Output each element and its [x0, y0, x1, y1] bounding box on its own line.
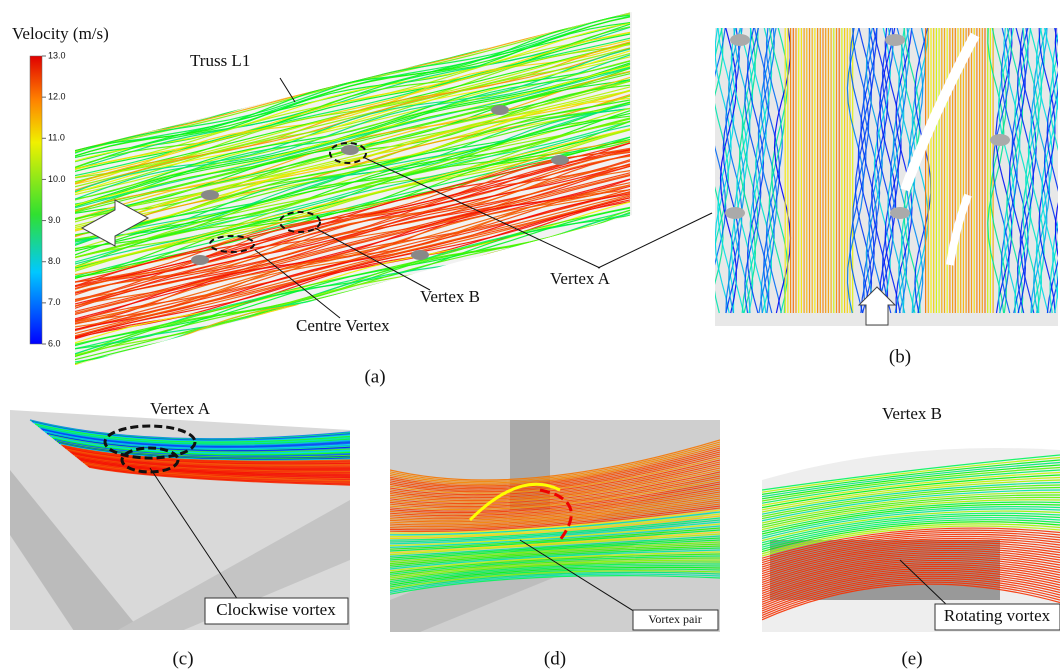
- truss-member: [111, 125, 129, 135]
- annotation: Centre Vertex: [296, 316, 390, 335]
- annotation: Clockwise vortex: [216, 600, 336, 619]
- truss-member: [885, 34, 905, 46]
- panel-b-image: [707, 28, 1060, 326]
- truss-member: [271, 85, 289, 95]
- panel-title: Vertex B: [882, 404, 942, 423]
- colorbar-tick-label: 9.0: [48, 215, 61, 225]
- panel-d-image: [390, 420, 720, 632]
- truss-member: [191, 255, 209, 265]
- truss-member: [730, 34, 750, 46]
- panel-label: (b): [889, 346, 911, 367]
- figure: Velocity (m/s) Truss L1 Vertex A Vertex …: [0, 0, 1060, 671]
- colorbar-tick-label: 11.0: [48, 133, 65, 143]
- panel-label: (e): [901, 648, 922, 669]
- panel-label: (c): [172, 648, 193, 669]
- colorbar-tick-label: 7.0: [48, 297, 61, 307]
- annotation: Truss L1: [190, 51, 250, 70]
- annotation: Vortex pair: [648, 612, 701, 626]
- truss-member: [890, 207, 910, 219]
- annotation: Vertex A: [550, 269, 611, 288]
- colorbar-tick-label: 8.0: [48, 256, 61, 266]
- truss-member: [990, 134, 1010, 146]
- truss-member: [725, 207, 745, 219]
- truss-member: [411, 250, 429, 260]
- panel-title: Vertex A: [150, 399, 211, 418]
- panel-label: (d): [544, 648, 566, 669]
- annotation: Rotating vortex: [944, 606, 1051, 625]
- colorbar-tick-label: 10.0: [48, 174, 66, 184]
- truss-member: [491, 105, 509, 115]
- colorbar-title: Velocity (m/s): [12, 24, 109, 43]
- truss-member: [201, 190, 219, 200]
- annotation: Vertex B: [420, 287, 480, 306]
- colorbar: [30, 56, 42, 344]
- truss-member: [411, 40, 429, 50]
- colorbar-tick-label: 12.0: [48, 92, 66, 102]
- truss-member: [551, 155, 569, 165]
- panel-label: (a): [364, 366, 385, 387]
- truss-member: [341, 145, 359, 155]
- colorbar-tick-label: 6.0: [48, 338, 61, 348]
- colorbar-tick-label: 13.0: [48, 50, 66, 60]
